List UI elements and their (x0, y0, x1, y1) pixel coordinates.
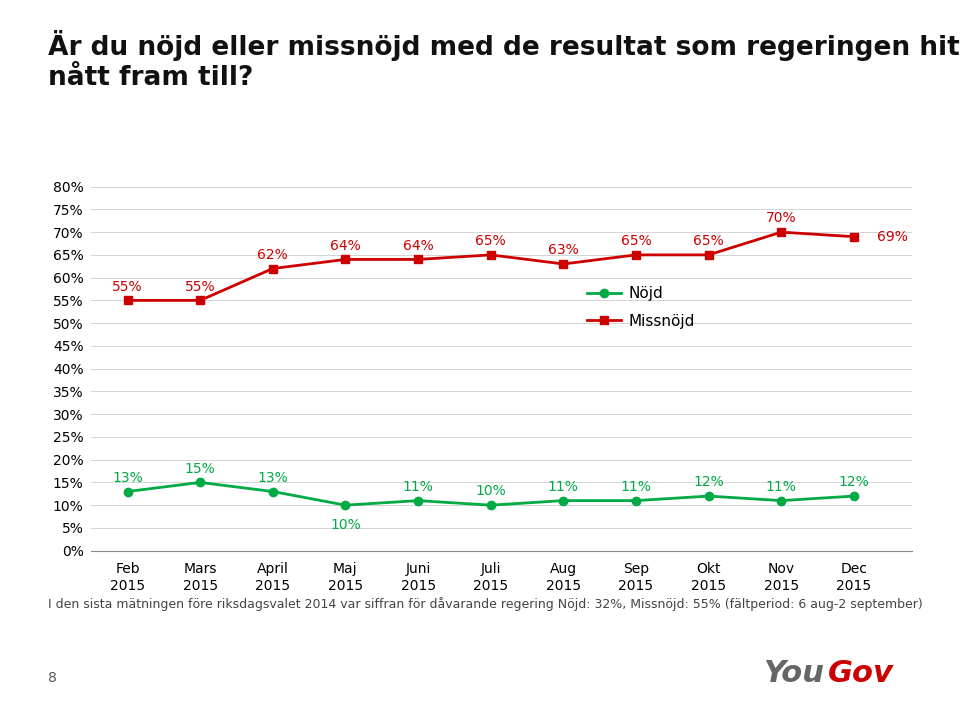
Text: 11%: 11% (620, 480, 652, 493)
Text: 8: 8 (48, 671, 57, 685)
Text: 65%: 65% (475, 234, 506, 248)
Text: 12%: 12% (838, 475, 869, 489)
Text: 69%: 69% (877, 229, 908, 244)
Text: 12%: 12% (693, 475, 724, 489)
Text: 13%: 13% (257, 471, 288, 485)
Text: I den sista mätningen före riksdagsvalet 2014 var siffran för dåvarande regering: I den sista mätningen före riksdagsvalet… (48, 597, 923, 611)
Text: 10%: 10% (475, 484, 506, 498)
Text: 64%: 64% (402, 239, 434, 253)
Text: 10%: 10% (330, 518, 361, 532)
Text: Gov: Gov (828, 659, 894, 688)
Text: 55%: 55% (112, 280, 143, 294)
Text: 64%: 64% (330, 239, 361, 253)
Text: Är du nöjd eller missnöjd med de resultat som regeringen hittills: Är du nöjd eller missnöjd med de resulta… (48, 30, 960, 61)
Text: 65%: 65% (693, 234, 724, 248)
Text: 11%: 11% (402, 480, 434, 493)
Text: 62%: 62% (257, 248, 288, 262)
Text: 11%: 11% (548, 480, 579, 493)
Text: 65%: 65% (620, 234, 651, 248)
Text: 11%: 11% (766, 480, 797, 493)
Text: 63%: 63% (548, 243, 579, 257)
Text: You: You (763, 659, 825, 688)
Text: nått fram till?: nått fram till? (48, 65, 253, 91)
Text: 55%: 55% (185, 280, 215, 294)
Text: 15%: 15% (184, 462, 216, 476)
Legend: Nöjd, Missnöjd: Nöjd, Missnöjd (588, 287, 695, 328)
Text: 13%: 13% (112, 471, 143, 485)
Text: 70%: 70% (766, 211, 797, 225)
